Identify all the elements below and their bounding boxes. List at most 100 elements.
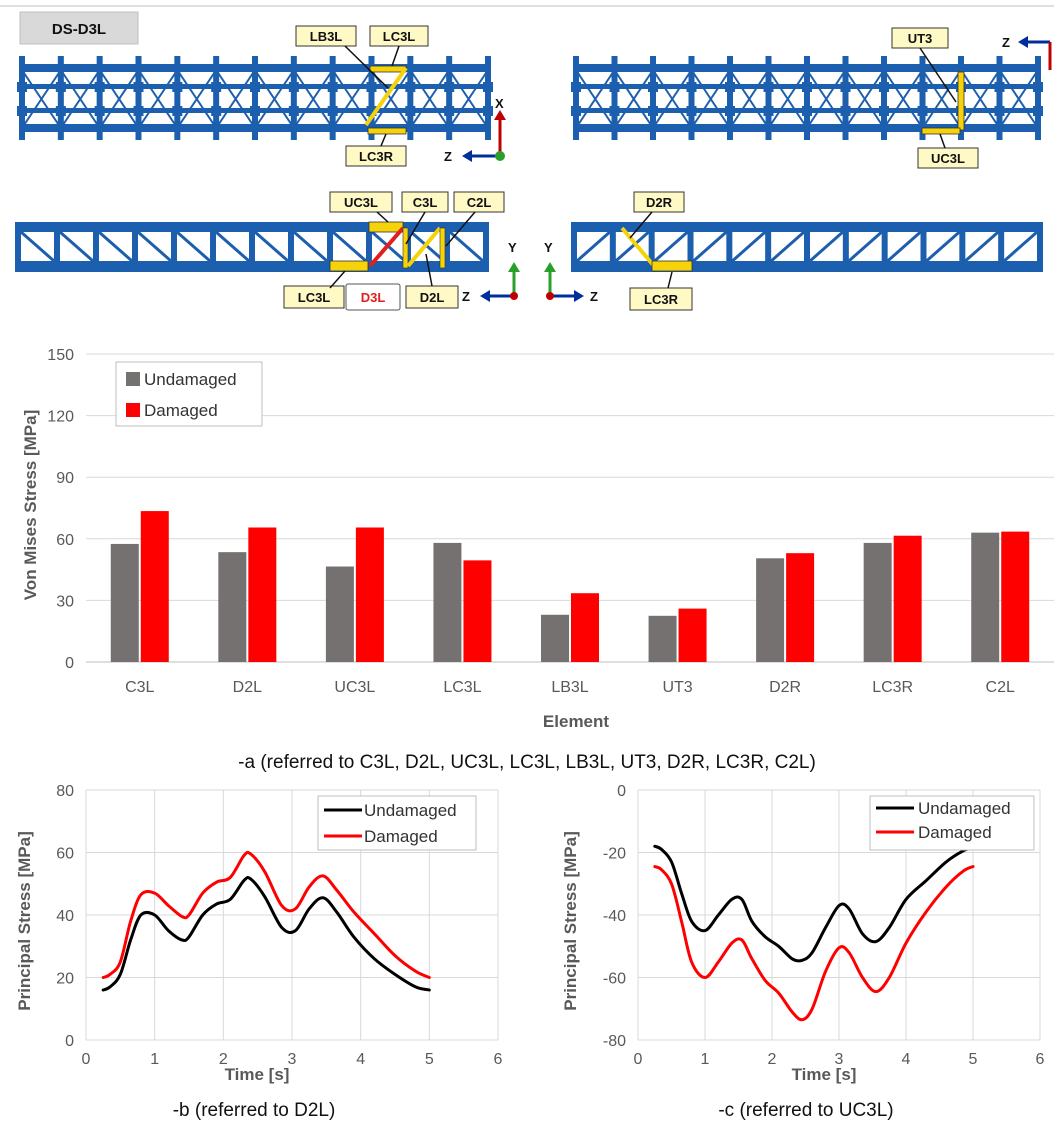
chart-b-series-lines [101, 850, 431, 992]
truss-diagonal [176, 230, 211, 263]
bar-damaged-c3l [140, 511, 169, 662]
truss-post [54, 222, 60, 272]
truss-brace [448, 69, 489, 129]
truss-node [686, 106, 697, 116]
truss-vertical [368, 56, 375, 140]
bar-damaged-c2l [1001, 531, 1030, 662]
truss-node [917, 82, 928, 92]
axis-triad-yz-left: Y Z [462, 240, 520, 304]
truss-post [571, 222, 577, 272]
axis-y-label: Y [508, 240, 517, 255]
elevation-view-left: UC3L C3L C2L LC3L D3L D2L Y Z [15, 191, 520, 311]
label-lc3l-top-text: LC3L [383, 29, 416, 44]
x-tick-label: C3L [125, 679, 154, 696]
label-lc3r-top [345, 145, 407, 167]
truss-brace [331, 69, 373, 129]
chart-c-x-ticks: 0 1 2 3 4 5 6 [634, 1051, 1045, 1068]
chart-c-y-ticks: -80 -60 -40 -20 0 [603, 783, 626, 1050]
leader-ut3 [919, 47, 957, 103]
truss-vertical [611, 56, 618, 140]
truss-post [132, 222, 138, 272]
truss-diagonal [20, 230, 55, 263]
truss-node [211, 106, 222, 116]
truss-vertical [174, 56, 181, 140]
y-tick-label: 60 [56, 532, 74, 549]
truss-vertical [996, 56, 1003, 140]
truss-node [483, 82, 493, 92]
x-tick-label: 1 [150, 1051, 159, 1068]
label-lc3r [629, 287, 693, 311]
axis-triad-yz-right: Y Z [544, 240, 598, 304]
truss-brace [575, 69, 616, 129]
chart-a-bars [110, 511, 1030, 662]
truss-brace [409, 69, 450, 129]
x-tick-label: D2R [769, 679, 801, 696]
truss-node [250, 82, 260, 92]
bar-undamaged-lc3l [433, 542, 462, 662]
truss-node [994, 106, 1005, 116]
truss-brace [690, 69, 731, 129]
truss-brace [370, 69, 412, 129]
highlight-d2r [620, 226, 656, 268]
axis-y-label-right: Y [544, 240, 553, 255]
label-d3l [345, 283, 401, 311]
truss-node [288, 106, 299, 116]
truss-node [94, 82, 105, 92]
truss-brace [806, 69, 847, 129]
truss-node [571, 82, 581, 92]
x-tick-label: 1 [701, 1051, 710, 1068]
label-lb3l [295, 25, 357, 47]
truss-node [763, 106, 774, 116]
truss-node [879, 82, 889, 92]
y-tick-label: 0 [617, 783, 626, 800]
truss-node [571, 106, 581, 116]
truss-brace [767, 69, 808, 129]
truss-brace [176, 69, 217, 129]
truss-vertical [804, 56, 810, 140]
truss-node [405, 82, 416, 92]
diagram-title: DS-D3L [52, 21, 106, 38]
highlight-uc3l-elev [368, 221, 404, 233]
label-lc3r-top-text: LC3R [359, 149, 394, 164]
x-tick-label: 3 [288, 1051, 297, 1068]
x-tick-label: LC3R [872, 679, 913, 696]
truss-post [998, 222, 1005, 272]
truss-node [366, 82, 377, 92]
y-tick-label: 150 [47, 347, 74, 364]
chart-a-y-ticks: 0 30 60 90 120 150 [47, 347, 74, 672]
truss-vertical [919, 56, 926, 140]
chart-b-y-axis-label: Principal Stress [MPa] [15, 831, 34, 1011]
highlight-lc3l-elev [329, 260, 369, 272]
line-chart-uc3l: -80 -60 -40 -20 0 0 1 2 3 4 5 6 Principal Stress [… [561, 783, 1045, 1121]
axis-triad-z-right: Z [1002, 35, 1052, 70]
truss-node [133, 82, 144, 92]
truss-brace [98, 69, 140, 129]
truss-post [765, 222, 772, 272]
truss-node [444, 106, 455, 116]
truss-node [483, 106, 493, 116]
y-tick-label: -80 [603, 1033, 626, 1050]
truss-brace [998, 69, 1039, 129]
legend-label-undamaged: Undamaged [144, 370, 237, 389]
truss-node [444, 82, 455, 92]
chart-b-x-axis-label: Time [s] [225, 1065, 290, 1084]
plan-view-right: UT3 UC3L Z [571, 27, 1052, 169]
truss-diagonal [137, 230, 172, 263]
truss-node [327, 106, 338, 116]
truss-brace [613, 69, 654, 129]
truss-node [55, 106, 66, 116]
truss-node [211, 82, 222, 92]
label-lc3r-text: LC3R [644, 292, 679, 307]
truss-post [959, 222, 966, 272]
label-lb3l-text: LB3L [310, 29, 343, 44]
y-tick-label: -20 [603, 846, 626, 863]
truss-node [17, 82, 27, 92]
truss-post [483, 222, 489, 272]
series-line-undamaged [101, 876, 431, 992]
label-ut3-text: UT3 [908, 31, 933, 46]
x-tick-label: 6 [1036, 1051, 1045, 1068]
truss-node [250, 106, 260, 116]
truss-diagonal [731, 230, 767, 263]
truss-node [609, 106, 620, 116]
